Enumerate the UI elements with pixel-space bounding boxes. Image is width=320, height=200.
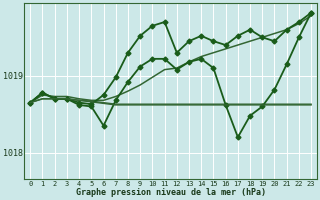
X-axis label: Graphe pression niveau de la mer (hPa): Graphe pression niveau de la mer (hPa) — [76, 188, 266, 197]
